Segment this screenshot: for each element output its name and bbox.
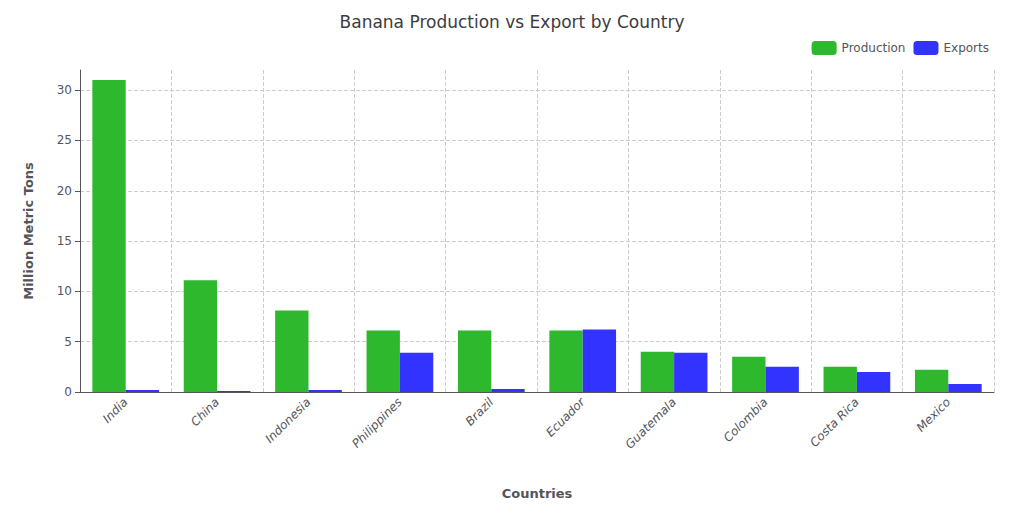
svg-text:Colombia: Colombia	[721, 395, 771, 445]
svg-text:5: 5	[64, 335, 72, 349]
svg-text:Guatemala: Guatemala	[622, 395, 679, 452]
svg-text:China: China	[188, 395, 222, 429]
svg-text:30: 30	[57, 83, 72, 97]
svg-text:Mexico: Mexico	[914, 395, 954, 435]
svg-text:Brazil: Brazil	[463, 395, 497, 429]
svg-text:Production: Production	[842, 41, 906, 55]
svg-text:Countries: Countries	[502, 486, 573, 501]
svg-text:Costa Rica: Costa Rica	[807, 395, 862, 450]
svg-text:0: 0	[64, 385, 72, 399]
svg-text:Million Metric Tons: Million Metric Tons	[21, 162, 36, 300]
svg-text:25: 25	[57, 133, 72, 147]
svg-text:Ecuador: Ecuador	[543, 394, 588, 439]
svg-text:Philippines: Philippines	[349, 395, 405, 451]
svg-text:20: 20	[57, 184, 72, 198]
svg-text:15: 15	[57, 234, 72, 248]
svg-text:Indonesia: Indonesia	[263, 395, 314, 446]
svg-text:Exports: Exports	[943, 41, 989, 55]
svg-text:India: India	[100, 395, 131, 426]
svg-text:10: 10	[57, 284, 72, 298]
svg-text:Banana Production vs Export by: Banana Production vs Export by Country	[340, 12, 685, 32]
